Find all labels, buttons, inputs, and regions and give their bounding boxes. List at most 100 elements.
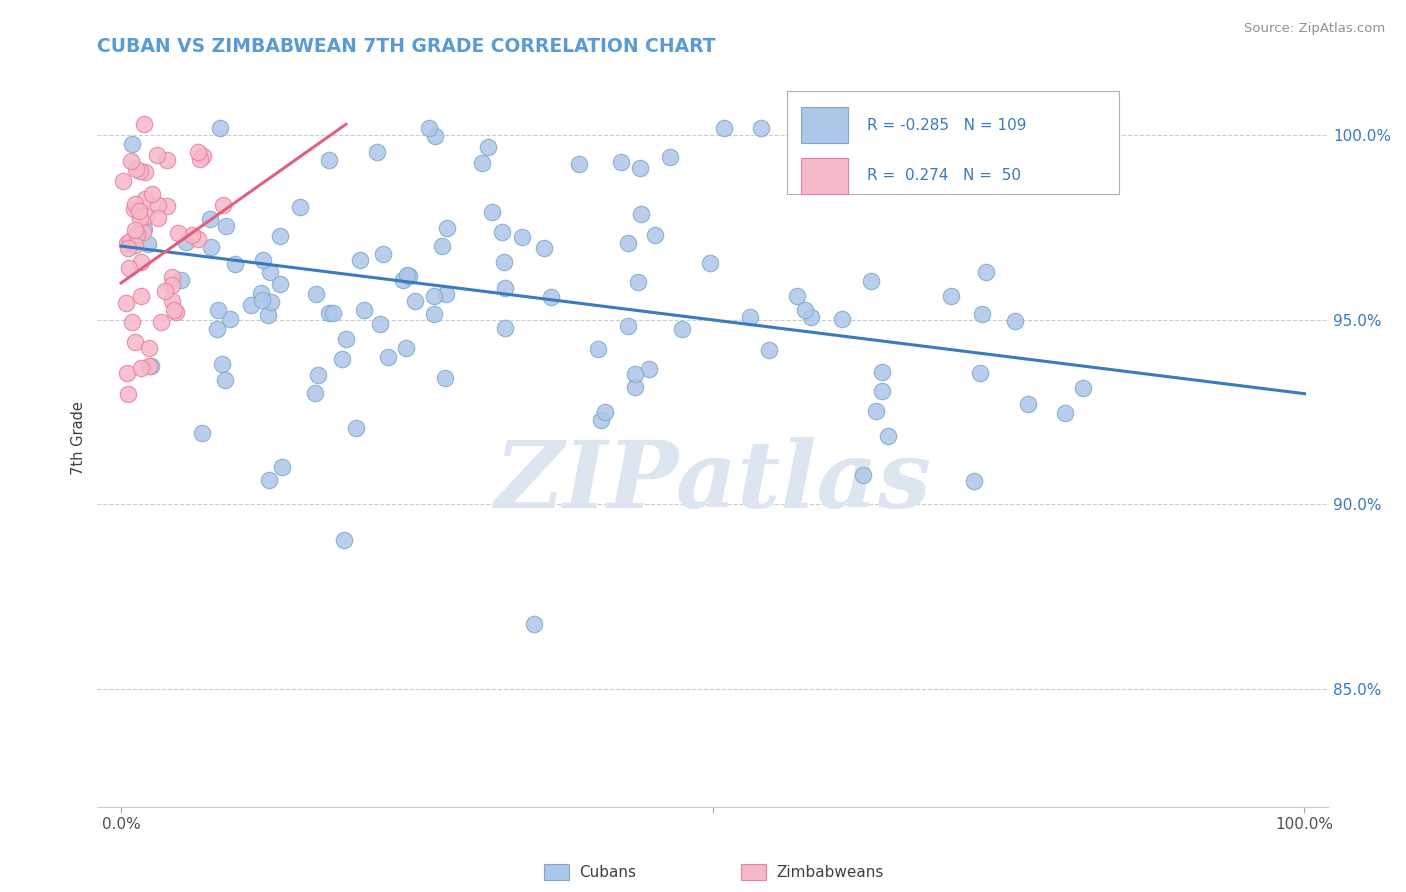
Point: [200, 212, 222, 227]
Point: [124, 238, 146, 252]
Text: Zimbabweans: Zimbabweans: [776, 865, 883, 880]
Point: [304, 385, 326, 400]
Point: [872, 365, 894, 379]
Point: [477, 140, 499, 154]
Point: [124, 197, 146, 211]
Point: [373, 247, 395, 261]
Point: [510, 230, 533, 244]
Point: [586, 342, 609, 356]
Point: [758, 343, 780, 357]
Point: [344, 421, 367, 435]
Point: [617, 318, 640, 333]
Point: [522, 617, 544, 632]
Point: [628, 161, 651, 176]
Point: [425, 128, 447, 143]
Point: [150, 315, 173, 329]
Point: [617, 236, 640, 251]
Point: [132, 222, 155, 236]
Point: [259, 265, 281, 279]
Point: [794, 302, 817, 317]
Point: [129, 361, 152, 376]
Point: [395, 268, 418, 282]
Point: [124, 223, 146, 237]
Point: [212, 197, 235, 211]
Point: [120, 153, 142, 168]
Point: [219, 311, 242, 326]
Point: [939, 289, 962, 303]
Point: [333, 533, 356, 547]
Point: [391, 273, 413, 287]
Point: [129, 289, 152, 303]
Point: [118, 234, 141, 248]
Point: [318, 306, 340, 320]
Point: [494, 281, 516, 295]
Point: [205, 322, 228, 336]
Point: [124, 202, 146, 216]
Point: [156, 153, 179, 167]
Point: [191, 149, 214, 163]
Point: [610, 154, 633, 169]
Point: [187, 232, 209, 246]
Point: [434, 287, 457, 301]
Point: [200, 240, 222, 254]
Point: [398, 269, 420, 284]
Point: [256, 308, 278, 322]
Point: [1053, 406, 1076, 420]
Point: [491, 225, 513, 239]
Bar: [801, 108, 848, 143]
Point: [125, 162, 148, 177]
Point: [239, 298, 262, 312]
Point: [377, 350, 399, 364]
Point: [533, 241, 555, 255]
Point: [187, 145, 209, 159]
Point: [174, 235, 197, 249]
Point: [540, 290, 562, 304]
Point: [125, 227, 148, 241]
Point: [963, 474, 986, 488]
Point: [128, 204, 150, 219]
Point: [134, 164, 156, 178]
Point: [433, 370, 456, 384]
Text: CUBAN VS ZIMBABWEAN 7TH GRADE CORRELATION CHART: CUBAN VS ZIMBABWEAN 7TH GRADE CORRELATIO…: [97, 37, 716, 56]
Point: [180, 228, 202, 243]
Point: [271, 459, 294, 474]
Point: [471, 156, 494, 170]
Point: [865, 404, 887, 418]
Point: [366, 145, 388, 159]
Point: [160, 293, 183, 308]
Point: [117, 241, 139, 255]
Point: [257, 474, 280, 488]
Point: [141, 187, 163, 202]
Point: [738, 310, 761, 324]
Point: [209, 121, 232, 136]
Point: [422, 307, 444, 321]
Point: [671, 322, 693, 336]
Point: [117, 386, 139, 401]
Point: [974, 265, 997, 279]
Point: [430, 239, 453, 253]
Point: [876, 429, 898, 443]
Point: [322, 306, 344, 320]
Point: [214, 373, 236, 387]
Point: [259, 294, 281, 309]
Point: [188, 152, 211, 166]
Point: [252, 293, 274, 307]
Point: [593, 405, 616, 419]
Text: Cubans: Cubans: [579, 865, 637, 880]
Point: [969, 366, 991, 380]
Point: [349, 253, 371, 268]
Point: [831, 311, 853, 326]
Point: [138, 359, 160, 373]
Point: [269, 228, 291, 243]
Point: [627, 275, 650, 289]
Bar: [801, 158, 848, 194]
Point: [852, 468, 875, 483]
Point: [638, 362, 661, 376]
Point: [134, 117, 156, 131]
Point: [167, 226, 190, 240]
Point: [1004, 314, 1026, 328]
Point: [494, 321, 516, 335]
Point: [135, 209, 157, 223]
Point: [215, 219, 238, 234]
Point: [335, 333, 357, 347]
